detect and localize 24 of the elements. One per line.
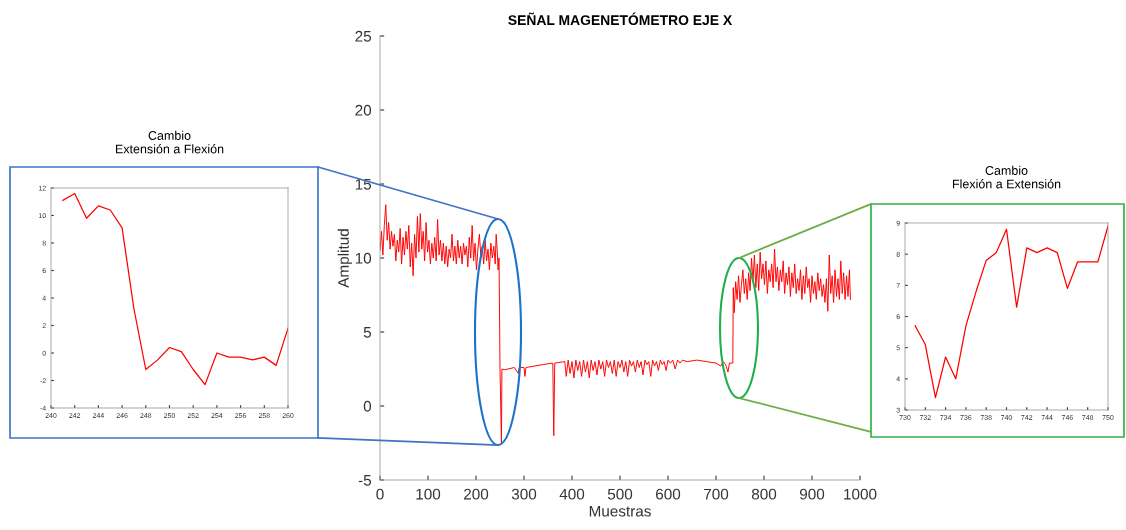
chart-title: SEÑAL MAGENETÓMETRO EJE X bbox=[508, 12, 733, 26]
y-tick-label: 10 bbox=[355, 252, 372, 264]
x-tick-label: 0 bbox=[376, 488, 384, 500]
x-tick-label: 400 bbox=[559, 488, 585, 500]
x-tick-label: 800 bbox=[751, 488, 777, 500]
y-tick-label: 25 bbox=[355, 30, 372, 42]
chart-title: Cambio Extensión a Flexión bbox=[115, 130, 224, 154]
x-tick-label: 500 bbox=[607, 488, 633, 500]
y-tick-label: -5 bbox=[358, 475, 372, 486]
x-tick-label: 600 bbox=[656, 488, 681, 500]
x-tick-label: 300 bbox=[511, 488, 537, 500]
x-tick-label: 900 bbox=[799, 488, 825, 500]
chart-title: Cambio Flexión a Extensión bbox=[952, 165, 1061, 189]
x-tick-label: 100 bbox=[416, 488, 441, 500]
x-tick-label: 1000 bbox=[844, 488, 877, 500]
y-tick-label: 5 bbox=[363, 327, 372, 338]
x-tick-label: 700 bbox=[704, 488, 729, 500]
y-tick-label: 15 bbox=[355, 179, 372, 190]
y-axis-title: Amplitud bbox=[337, 229, 352, 288]
y-tick-label: 20 bbox=[355, 104, 372, 116]
x-tick-label: 200 bbox=[464, 488, 489, 500]
line-series bbox=[380, 204, 851, 444]
x-axis-title: Muestras bbox=[589, 505, 651, 517]
line-series bbox=[62, 192, 288, 386]
